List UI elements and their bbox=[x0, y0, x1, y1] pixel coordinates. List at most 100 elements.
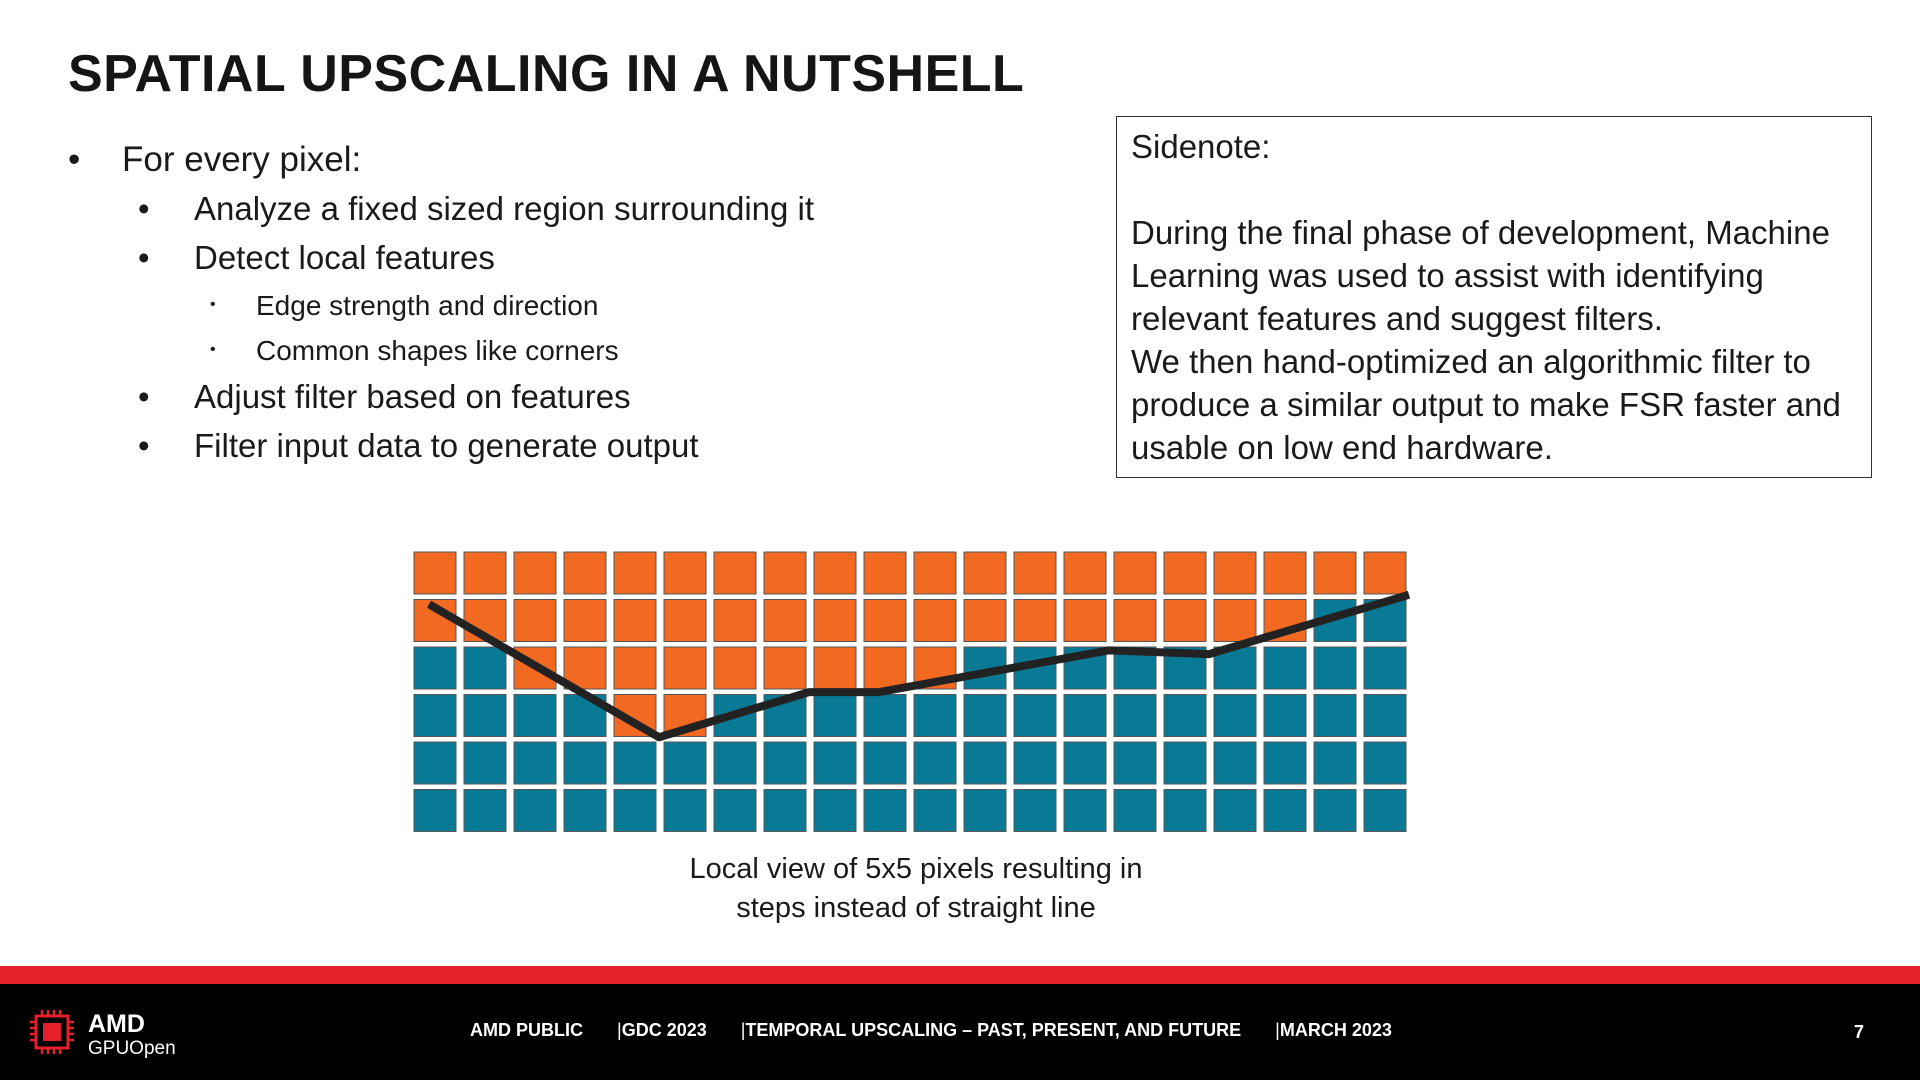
slide-title: SPATIAL UPSCALING IN A NUTSHELL bbox=[68, 45, 1025, 103]
orange-pixel bbox=[613, 599, 657, 642]
orange-pixel bbox=[763, 646, 807, 690]
teal-pixel bbox=[1063, 694, 1107, 737]
orange-pixel bbox=[413, 599, 457, 642]
footer: AMD GPUOpen AMD PUBLIC |GDC 2023 |TEMPORAL… bbox=[0, 984, 1920, 1080]
teal-pixel bbox=[1013, 694, 1057, 737]
teal-pixel bbox=[563, 789, 607, 832]
orange-pixel bbox=[413, 551, 457, 595]
teal-pixel bbox=[1013, 741, 1057, 785]
orange-pixel bbox=[863, 599, 907, 642]
footer-separator: | bbox=[617, 1020, 622, 1040]
teal-pixel bbox=[413, 646, 457, 690]
teal-pixel bbox=[463, 789, 507, 832]
teal-pixel bbox=[1213, 789, 1257, 832]
teal-pixel bbox=[713, 789, 757, 832]
teal-pixel bbox=[563, 741, 607, 785]
orange-pixel bbox=[813, 551, 857, 595]
orange-pixel bbox=[1263, 551, 1307, 595]
teal-pixel bbox=[1163, 694, 1207, 737]
edge-line bbox=[426, 590, 1411, 742]
orange-pixel bbox=[1063, 551, 1107, 595]
teal-pixel bbox=[463, 741, 507, 785]
teal-pixel bbox=[763, 789, 807, 832]
sidenote-line: We then hand-optimized an algorithmic fi… bbox=[1131, 343, 1811, 380]
orange-pixel bbox=[1113, 551, 1157, 595]
orange-pixel bbox=[1163, 551, 1207, 595]
orange-pixel bbox=[1363, 551, 1407, 595]
teal-pixel bbox=[663, 741, 707, 785]
footer-item: GDC 2023 bbox=[621, 1020, 707, 1040]
footer-item: AMD PUBLIC bbox=[470, 1020, 583, 1040]
bullet-text: Detect local features bbox=[194, 239, 495, 276]
teal-pixel bbox=[1263, 789, 1307, 832]
teal-pixel bbox=[1263, 741, 1307, 785]
teal-pixel bbox=[513, 741, 557, 785]
teal-pixel bbox=[1213, 741, 1257, 785]
orange-pixel bbox=[763, 551, 807, 595]
sidenote-line: During the final phase of development, M… bbox=[1131, 214, 1830, 251]
teal-pixel bbox=[913, 789, 957, 832]
teal-pixel bbox=[513, 789, 557, 832]
sidenote-heading: Sidenote: bbox=[1131, 128, 1271, 165]
teal-pixel bbox=[1363, 694, 1407, 737]
teal-pixel bbox=[1263, 694, 1307, 737]
teal-pixel bbox=[713, 741, 757, 785]
teal-pixel bbox=[663, 789, 707, 832]
teal-pixel bbox=[513, 694, 557, 737]
teal-pixel bbox=[1313, 741, 1357, 785]
footer-separator: | bbox=[1275, 1020, 1280, 1040]
orange-pixel bbox=[963, 599, 1007, 642]
teal-pixel bbox=[813, 694, 857, 737]
amd-gpuopen-logo: AMD GPUOpen bbox=[28, 1008, 198, 1066]
pixel-grid-svg bbox=[413, 551, 1411, 832]
orange-pixel bbox=[1213, 551, 1257, 595]
caption-line: Local view of 5x5 pixels resulting in bbox=[689, 853, 1143, 885]
orange-pixel bbox=[763, 599, 807, 642]
orange-pixel bbox=[913, 551, 957, 595]
teal-pixel bbox=[763, 741, 807, 785]
teal-pixel bbox=[1263, 646, 1307, 690]
footer-item: MARCH 2023 bbox=[1279, 1020, 1392, 1040]
sidenote-box: Sidenote: During the final phase of deve… bbox=[1116, 116, 1872, 478]
teal-pixel bbox=[413, 789, 457, 832]
bullet-dot: • bbox=[68, 140, 81, 179]
bullet-text: Adjust filter based on features bbox=[194, 378, 631, 415]
bullet-dot: • bbox=[210, 341, 216, 358]
teal-pixel bbox=[863, 741, 907, 785]
teal-pixel bbox=[1163, 789, 1207, 832]
footer-item: TEMPORAL UPSCALING – PAST, PRESENT, AND … bbox=[745, 1020, 1242, 1040]
pixel-grid-diagram bbox=[412, 550, 1412, 835]
teal-pixel bbox=[1363, 741, 1407, 785]
bullet-text: Common shapes like corners bbox=[256, 335, 619, 366]
teal-pixel bbox=[863, 694, 907, 737]
orange-pixel bbox=[1313, 551, 1357, 595]
brand-sub: GPUOpen bbox=[88, 1038, 176, 1059]
orange-pixel bbox=[513, 551, 557, 595]
orange-pixel bbox=[813, 599, 857, 642]
teal-pixel bbox=[963, 646, 1007, 690]
brand-name: AMD bbox=[88, 1010, 145, 1038]
teal-pixel bbox=[413, 741, 457, 785]
sidenote-line: relevant features and suggest filters. bbox=[1131, 300, 1663, 337]
bullet-text: Edge strength and direction bbox=[256, 290, 599, 321]
footer-separator: | bbox=[740, 1020, 746, 1040]
teal-pixel bbox=[1113, 694, 1157, 737]
orange-pixel bbox=[613, 646, 657, 690]
bullet-dot: • bbox=[138, 239, 150, 276]
bullet-text: Filter input data to generate output bbox=[194, 427, 699, 464]
orange-pixel bbox=[863, 646, 907, 690]
teal-pixel bbox=[1063, 789, 1107, 832]
bullet-dot: • bbox=[138, 190, 150, 227]
teal-pixel bbox=[1113, 789, 1157, 832]
teal-pixel bbox=[463, 646, 507, 690]
orange-pixel bbox=[713, 646, 757, 690]
teal-pixel bbox=[1063, 741, 1107, 785]
orange-pixel bbox=[1013, 599, 1057, 642]
orange-pixel bbox=[1113, 599, 1157, 642]
teal-pixel bbox=[813, 789, 857, 832]
footer-accent-bar bbox=[0, 966, 1920, 984]
teal-pixel bbox=[1113, 741, 1157, 785]
teal-pixel bbox=[963, 694, 1007, 737]
bullet-dot: • bbox=[138, 378, 150, 415]
teal-pixel bbox=[963, 741, 1007, 785]
